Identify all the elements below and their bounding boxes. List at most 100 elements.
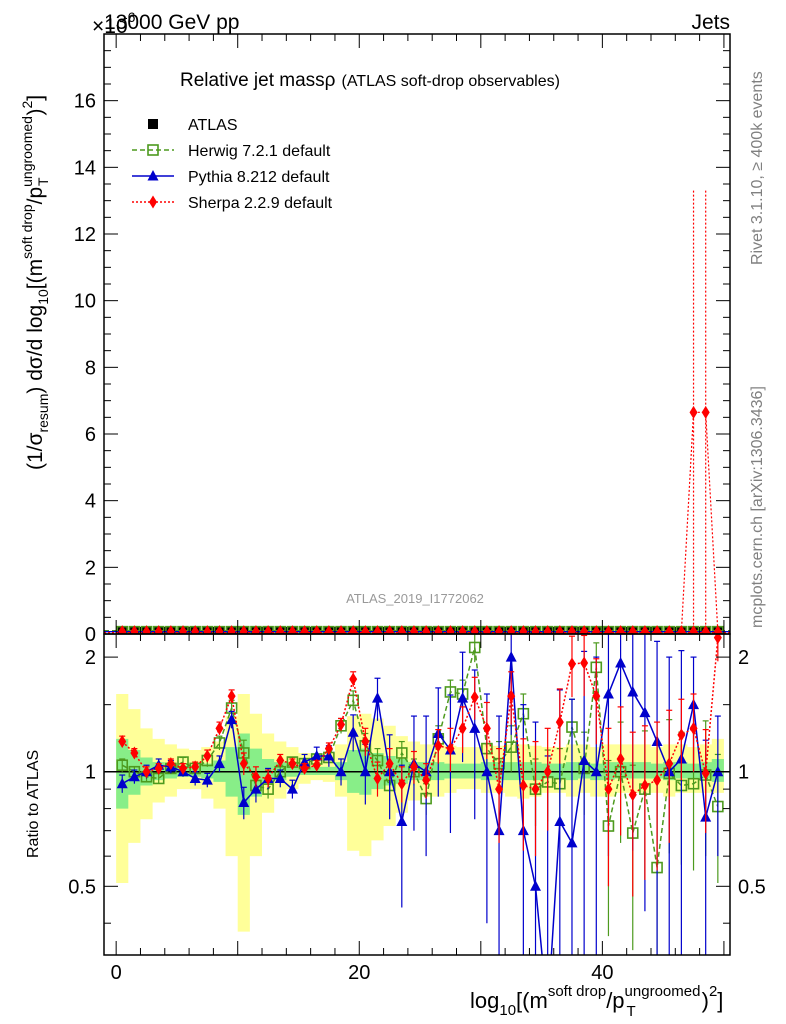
herwig-point <box>396 747 408 759</box>
sherpa-point <box>653 773 662 787</box>
x-tick-label: 20 <box>348 962 370 984</box>
main-marker-2 <box>519 625 528 634</box>
main-marker-2 <box>531 625 540 634</box>
pythia-point <box>712 765 724 777</box>
sherpa-point <box>531 782 540 796</box>
main-marker-2 <box>458 625 467 634</box>
pythia-point <box>396 815 408 826</box>
ratio-tick-label: 0.5 <box>68 876 96 898</box>
pythia-point <box>371 692 383 703</box>
y-tick-label: 0 <box>85 624 96 646</box>
header-left: 13000 GeV pp <box>104 11 239 34</box>
herwig-point <box>468 641 481 654</box>
sherpa-point <box>251 770 260 784</box>
band-green <box>116 733 724 815</box>
pythia-point <box>602 687 614 699</box>
pythia-point <box>578 754 590 766</box>
legend-marker <box>148 119 158 129</box>
sherpa-point <box>495 782 504 796</box>
main-marker-2 <box>567 625 576 634</box>
main-marker-2 <box>665 625 674 634</box>
sherpa-point <box>470 690 479 704</box>
pythia-point <box>530 880 542 891</box>
mcplots-label: mcplots.cern.ch [arXiv:1306.3436] <box>749 386 766 628</box>
main-marker-2 <box>154 625 163 634</box>
ratio-tick-label: 1 <box>85 762 96 784</box>
pythia-point <box>347 726 359 737</box>
main-marker-2 <box>495 625 504 634</box>
pythia-point <box>274 772 286 783</box>
legend-label: ATLAS <box>188 117 238 134</box>
sherpa-point <box>628 788 637 802</box>
sherpa-point <box>130 746 139 760</box>
pythia-point <box>627 685 639 697</box>
pythia-point <box>590 765 602 777</box>
pythia-point <box>250 783 262 794</box>
main-marker-2 <box>118 625 127 634</box>
pythia-point <box>639 706 651 718</box>
sherpa-point <box>409 760 418 774</box>
pythia-point <box>286 783 298 794</box>
pythia-point <box>201 774 213 785</box>
sherpa-point <box>166 757 175 771</box>
y-tick-label: 6 <box>85 424 96 446</box>
y-axis-label: (1/σresum) dσ/d log10[(msoft drop/pungro… <box>19 95 51 470</box>
main-marker-2 <box>337 625 346 634</box>
sherpa-peak-point <box>689 405 698 419</box>
legend: ATLAS Herwig 7.2.1 default Pythia 8.212 de… <box>132 117 333 212</box>
sherpa-point <box>300 761 309 775</box>
sherpa-point <box>203 749 212 763</box>
legend-marker <box>149 195 157 209</box>
main-marker-2 <box>276 625 285 634</box>
main-marker-2 <box>191 625 200 634</box>
sherpa-point <box>555 715 564 729</box>
main-marker-2 <box>640 625 649 634</box>
main-marker-2 <box>616 625 625 634</box>
svg-text:(1/σresum) dσ/d log10[(msoft d: (1/σresum) dσ/d log10[(msoft drop/pungro… <box>19 95 51 470</box>
sherpa-point <box>118 735 127 749</box>
pythia-line <box>121 657 719 955</box>
legend-marker <box>147 144 159 156</box>
pythia-point <box>213 757 225 769</box>
sherpa-point <box>422 773 431 787</box>
main-marker-2 <box>251 625 260 634</box>
y-tick-label: 16 <box>74 91 96 113</box>
header-right: Jets <box>691 11 730 34</box>
sherpa-point <box>264 771 273 785</box>
x-axis-label: log10[(msoft drop/pungroomed T)2] <box>470 983 723 1020</box>
y-tick-label: 8 <box>85 357 96 379</box>
sherpa-point <box>640 778 649 792</box>
ratio-frame <box>103 633 731 956</box>
legend-item-2: Pythia 8.212 default <box>132 169 330 186</box>
main-plot <box>104 190 730 634</box>
header-exponent-power: -6 <box>123 9 136 25</box>
pythia-point <box>128 770 140 782</box>
ratio-tick-label-right: 0.5 <box>738 876 766 898</box>
sherpa-point <box>239 757 248 771</box>
main-marker-2 <box>312 625 321 634</box>
sherpa-point <box>349 672 358 686</box>
ratio-bands <box>104 693 730 932</box>
sherpa-point <box>592 689 601 703</box>
sherpa-point <box>373 771 382 785</box>
herwig-point <box>116 759 129 772</box>
main-marker-2 <box>349 625 358 634</box>
ratio-plot <box>116 634 724 955</box>
sherpa-point <box>701 766 710 780</box>
pythia-point <box>335 765 347 777</box>
main-marker-2 <box>288 625 297 634</box>
main-marker-2 <box>689 625 698 634</box>
main-marker-2 <box>227 625 236 634</box>
y-tick-label: 2 <box>85 557 96 579</box>
sherpa-point <box>397 777 406 791</box>
sherpa-point <box>580 656 589 670</box>
pythia-point <box>505 651 517 662</box>
main-marker-2 <box>324 625 333 634</box>
pythia-point <box>226 713 238 725</box>
y-tick-label: 12 <box>74 224 96 246</box>
main-marker-2 <box>373 625 382 634</box>
main-marker-2 <box>701 625 710 634</box>
sherpa-point <box>191 760 200 774</box>
